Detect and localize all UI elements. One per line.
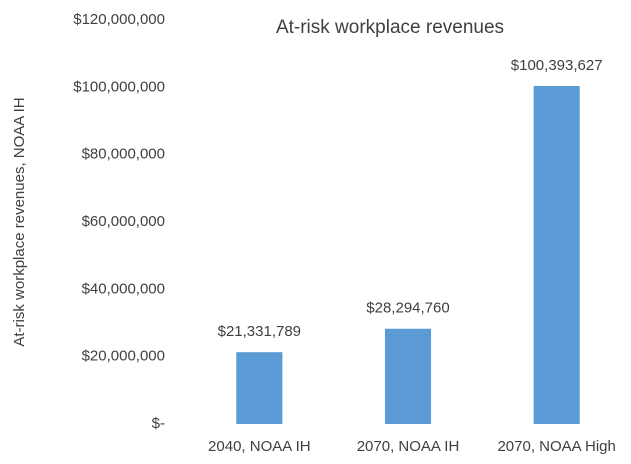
x-tick-label: 2070, NOAA High xyxy=(497,438,615,455)
bar xyxy=(533,86,580,425)
y-tick-label: $80,000,000 xyxy=(82,146,165,163)
y-tick-label: $100,000,000 xyxy=(73,78,165,95)
value-label: $28,294,760 xyxy=(366,300,449,317)
y-tick-label: $60,000,000 xyxy=(82,213,165,230)
chart-title: At-risk workplace revenues xyxy=(276,17,504,38)
value-label: $100,393,627 xyxy=(511,57,603,74)
x-tick-label: 2040, NOAA IH xyxy=(208,438,311,455)
y-tick-label: $40,000,000 xyxy=(82,280,165,297)
bar xyxy=(384,328,432,424)
y-tick-label: $120,000,000 xyxy=(73,11,165,28)
bar xyxy=(236,352,283,424)
y-axis-label: At-risk workplace revenues, NOAA IH xyxy=(11,97,28,346)
value-label: $21,331,789 xyxy=(218,323,301,340)
x-tick-label: 2070, NOAA IH xyxy=(357,438,460,455)
y-tick-label: $20,000,000 xyxy=(82,348,165,365)
y-tick-label: $- xyxy=(152,415,165,432)
